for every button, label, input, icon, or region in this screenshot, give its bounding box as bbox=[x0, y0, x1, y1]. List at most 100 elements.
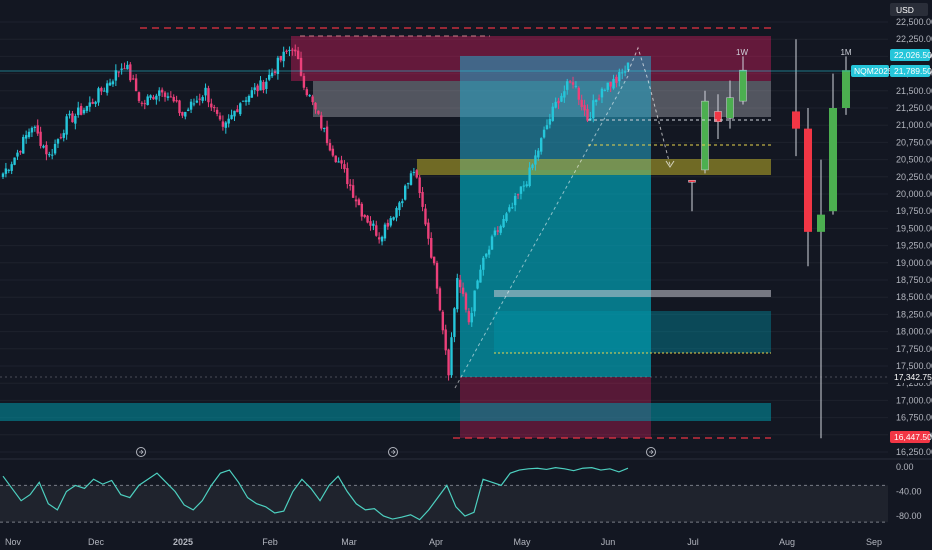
candle-body bbox=[375, 225, 378, 236]
candle-body bbox=[583, 105, 586, 111]
support-band bbox=[0, 403, 771, 421]
session-marker-icon[interactable] bbox=[136, 447, 146, 457]
weekly-candle-body bbox=[739, 69, 747, 102]
time-tick: May bbox=[513, 537, 531, 547]
time-tick: Jun bbox=[601, 537, 616, 547]
candle-body bbox=[207, 88, 210, 103]
candle-body bbox=[612, 78, 615, 89]
candle-body bbox=[337, 161, 340, 163]
candle-body bbox=[111, 81, 115, 85]
price-tick: 18,000.00 bbox=[896, 327, 932, 337]
candle-body bbox=[282, 51, 285, 62]
bottom-price-tag bbox=[890, 431, 930, 443]
monthly-candle-body bbox=[804, 128, 812, 232]
session-marker-icon[interactable] bbox=[646, 447, 656, 457]
monthly-candle-body bbox=[829, 108, 837, 212]
candle-body bbox=[458, 279, 462, 288]
candle-body bbox=[597, 98, 601, 100]
candle-body bbox=[571, 82, 575, 85]
weekly-label: 1W bbox=[736, 48, 748, 57]
candle-body bbox=[320, 115, 323, 129]
price-tick: 21,000.00 bbox=[896, 120, 932, 130]
candle-body bbox=[623, 71, 627, 73]
candle-body bbox=[16, 152, 19, 157]
candle-body bbox=[88, 102, 92, 107]
price-line-tag bbox=[890, 49, 930, 61]
candle-body bbox=[74, 116, 77, 124]
price-tick: 18,500.00 bbox=[896, 292, 932, 302]
candle-body bbox=[77, 107, 80, 115]
candle-body bbox=[467, 311, 471, 323]
candle-body bbox=[288, 49, 291, 52]
candle-body bbox=[473, 290, 476, 312]
candle-body bbox=[224, 122, 228, 128]
candle-body bbox=[444, 329, 447, 351]
candle-body bbox=[542, 129, 546, 138]
weekly-candle-body bbox=[688, 179, 696, 183]
candle-body bbox=[169, 96, 173, 98]
candle-body bbox=[160, 89, 164, 93]
candle-body bbox=[322, 127, 326, 129]
candle-body bbox=[195, 100, 199, 103]
price-tick: 20,750.00 bbox=[896, 137, 932, 147]
candle-body bbox=[276, 57, 280, 74]
candle-body bbox=[1, 173, 5, 177]
price-tick: 18,750.00 bbox=[896, 275, 932, 285]
candle-body bbox=[262, 81, 265, 91]
candle-body bbox=[589, 118, 592, 121]
candle-body bbox=[201, 97, 204, 101]
candle-body bbox=[143, 103, 146, 105]
candle-body bbox=[415, 170, 418, 178]
price-tick: 19,250.00 bbox=[896, 241, 932, 251]
candle-body bbox=[39, 131, 42, 146]
time-tick: Apr bbox=[429, 537, 443, 547]
candle-body bbox=[476, 280, 479, 289]
candle-body bbox=[586, 109, 589, 121]
candle-body bbox=[132, 78, 135, 80]
currency-badge[interactable] bbox=[890, 3, 928, 16]
candle-body bbox=[369, 221, 372, 226]
session-marker-icon[interactable] bbox=[388, 447, 398, 457]
candle-body bbox=[513, 195, 517, 206]
price-axis[interactable]: 22,500.0022,250.0022,000.0021,750.0021,5… bbox=[851, 3, 932, 521]
candle-body bbox=[430, 238, 433, 258]
candle-body bbox=[308, 95, 311, 97]
candle-body bbox=[85, 106, 89, 111]
candle-body bbox=[244, 100, 248, 102]
candle-body bbox=[50, 154, 54, 156]
candle-body bbox=[10, 164, 13, 171]
candle-body bbox=[435, 262, 439, 289]
candle-body bbox=[389, 218, 392, 226]
candle-body bbox=[311, 96, 314, 103]
price-tick: 22,500.00 bbox=[896, 17, 932, 27]
price-tick: 19,000.00 bbox=[896, 258, 932, 268]
candle-body bbox=[68, 113, 71, 116]
rsi-band bbox=[0, 485, 888, 523]
candle-body bbox=[114, 70, 118, 81]
candle-body bbox=[386, 222, 390, 227]
candle-body bbox=[24, 135, 28, 139]
candle-body bbox=[120, 68, 123, 70]
candle-body bbox=[175, 100, 178, 102]
candle-body bbox=[117, 71, 120, 73]
candle-body bbox=[103, 90, 106, 92]
candle-body bbox=[172, 96, 175, 102]
candle-body bbox=[158, 90, 161, 96]
candle-body bbox=[372, 223, 375, 226]
candle-body bbox=[140, 102, 144, 104]
candle-body bbox=[256, 85, 259, 92]
candle-body bbox=[198, 98, 201, 100]
candle-body bbox=[325, 126, 329, 144]
candle-body bbox=[279, 55, 282, 61]
candle-body bbox=[108, 82, 112, 86]
candle-body bbox=[48, 154, 51, 156]
time-axis[interactable]: Nov Dec 2025 Feb Mar Apr May Jun Jul Aug Sep bbox=[5, 537, 882, 547]
candle-body bbox=[537, 150, 540, 158]
weekly-candle-body bbox=[714, 111, 722, 123]
candle-body bbox=[357, 199, 361, 206]
candle-body bbox=[531, 164, 534, 169]
candle-body bbox=[273, 71, 277, 73]
candle-body bbox=[178, 100, 181, 114]
candle-body bbox=[27, 131, 31, 138]
